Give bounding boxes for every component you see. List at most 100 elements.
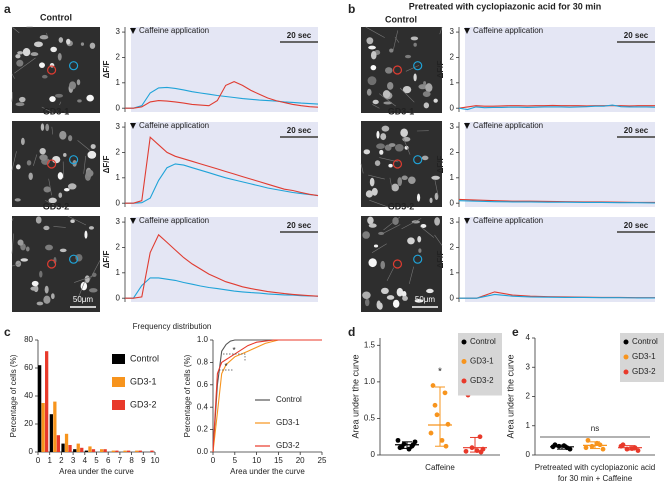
cell	[26, 160, 32, 166]
bar	[56, 435, 60, 452]
cell	[67, 183, 77, 190]
y-tick-label: 1.5	[364, 340, 376, 349]
y-tick-label: 1	[116, 78, 121, 87]
roi	[68, 254, 79, 264]
cell	[59, 248, 67, 253]
cell	[87, 150, 97, 159]
cell	[383, 101, 393, 105]
cell	[380, 260, 386, 270]
legend-label: GD3-1	[632, 352, 656, 361]
stimulus-arrow	[464, 218, 470, 224]
cell	[367, 216, 374, 225]
y-axis-label: ΔF/F	[436, 61, 445, 79]
x-tick-label: 5	[94, 456, 99, 465]
cell	[396, 287, 404, 297]
cell	[34, 41, 43, 48]
cell	[30, 286, 38, 291]
y-tick-label: 3	[450, 122, 455, 131]
cell	[43, 225, 50, 231]
bar	[61, 443, 65, 452]
y-tick-label: 0	[450, 198, 455, 207]
stimulus-arrow	[130, 218, 136, 224]
x-tick-label: 0	[36, 456, 41, 465]
cell	[367, 76, 377, 86]
bar	[38, 365, 42, 452]
y-axis-label: ΔF/F	[102, 251, 111, 269]
neurite	[48, 178, 52, 196]
cell	[20, 258, 29, 262]
cell	[369, 177, 375, 187]
legend-marker	[623, 369, 629, 375]
roi	[46, 259, 57, 269]
cell	[20, 137, 25, 146]
data-point	[635, 448, 641, 454]
annotation: Caffeine application	[473, 26, 543, 35]
cell	[86, 94, 94, 102]
y-tick-label: 0	[116, 293, 121, 302]
cell	[57, 172, 64, 180]
neurite	[402, 136, 411, 155]
scale-bar-label: 20 sec	[287, 31, 312, 40]
cell	[397, 177, 403, 187]
x-tick-label: 1	[47, 456, 52, 465]
cell	[45, 244, 53, 251]
cell	[59, 130, 67, 140]
cell	[380, 133, 387, 141]
x-tick-label: 7	[118, 456, 123, 465]
neurite	[372, 104, 380, 109]
x-tick-label: 0	[211, 456, 216, 465]
cell	[416, 193, 421, 202]
cell	[429, 197, 433, 204]
y-tick-label: 0.4	[197, 402, 209, 411]
y-tick-label: 1	[450, 78, 455, 87]
neurite	[360, 163, 364, 174]
bar	[91, 449, 96, 452]
image-label: GD3-2	[43, 201, 70, 211]
cell	[413, 42, 417, 47]
cell	[36, 301, 44, 306]
y-axis-label: Percentage of cells (%)	[9, 354, 18, 437]
cell	[414, 299, 424, 303]
y-tick-label: 3	[450, 27, 455, 36]
data-point	[395, 437, 401, 443]
cell	[17, 51, 24, 55]
cell	[374, 160, 381, 167]
cell	[57, 52, 62, 61]
roi	[392, 159, 403, 169]
cell	[28, 172, 33, 181]
cell	[35, 216, 42, 224]
data-point	[463, 448, 469, 454]
neurite	[77, 279, 86, 300]
y-tick-label: 4	[526, 333, 531, 342]
neurite	[11, 26, 20, 34]
image-label: GD3-1	[388, 106, 415, 116]
bar	[123, 450, 127, 452]
x-tick-label: 20	[296, 456, 305, 465]
bar	[135, 450, 139, 452]
neurite	[46, 32, 48, 37]
neurite	[386, 267, 394, 281]
legend-marker	[461, 378, 467, 384]
cell	[25, 246, 30, 252]
cell	[77, 99, 82, 103]
cell	[84, 230, 88, 239]
scale-bar-label: 50μm	[73, 295, 94, 304]
data-point	[428, 430, 434, 436]
cell	[434, 217, 440, 226]
cell	[15, 164, 21, 170]
y-tick-label: 1	[450, 268, 455, 277]
y-tick-label: 60	[24, 363, 33, 372]
data-point	[583, 445, 589, 451]
y-tick-label: 1	[450, 173, 455, 182]
neurite	[51, 126, 54, 135]
y-tick-label: 2	[116, 53, 121, 62]
cell	[39, 270, 43, 278]
legend-label: GD3-2	[470, 376, 494, 385]
roi	[392, 259, 403, 269]
y-tick-label: 0	[371, 450, 376, 459]
cell	[371, 187, 378, 196]
annotation: Caffeine application	[473, 121, 543, 130]
y-tick-label: 0	[450, 103, 455, 112]
roi	[413, 61, 423, 71]
x-tick-label: 25	[318, 456, 327, 465]
